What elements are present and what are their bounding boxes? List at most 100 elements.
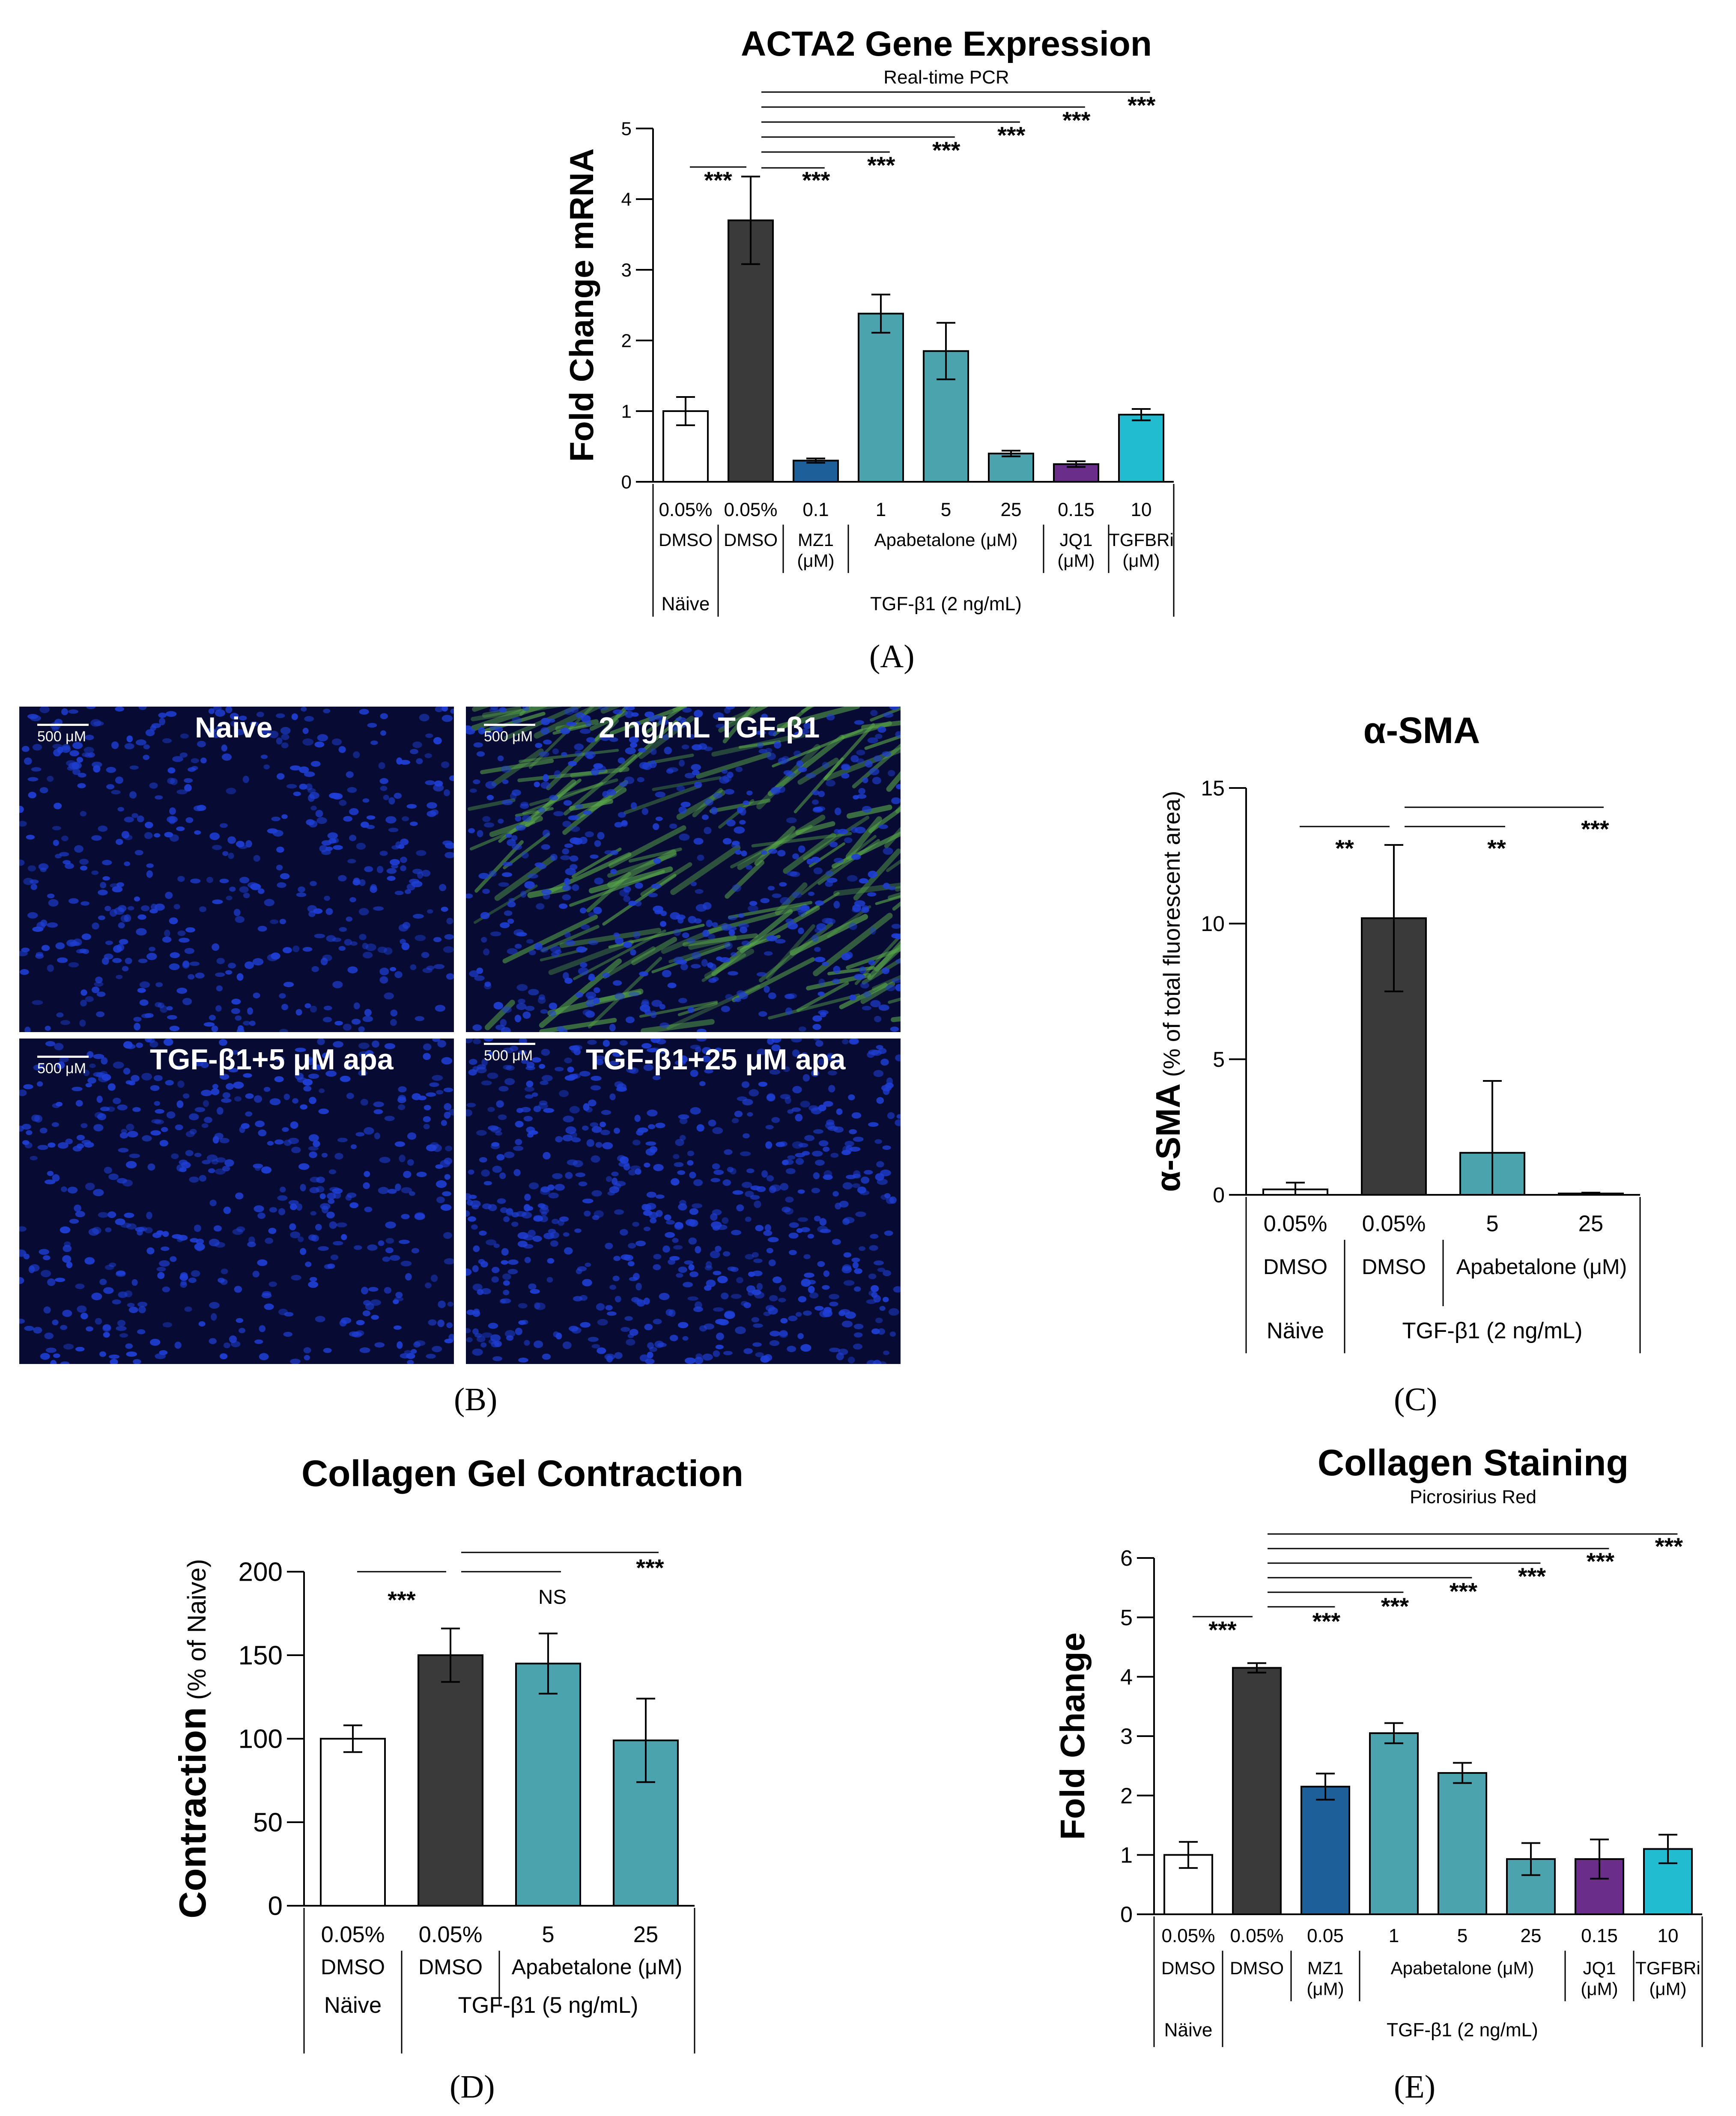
nucleus bbox=[597, 832, 605, 840]
significance-label: *** bbox=[802, 167, 830, 194]
nucleus bbox=[835, 1203, 841, 1210]
nucleus bbox=[482, 816, 491, 822]
nucleus bbox=[96, 1072, 106, 1078]
nucleus bbox=[200, 757, 207, 764]
nucleus bbox=[91, 1292, 102, 1301]
y-tick-label: 3 bbox=[1120, 1724, 1133, 1749]
nucleus bbox=[735, 850, 742, 855]
nucleus bbox=[245, 961, 254, 969]
nucleus bbox=[822, 761, 829, 768]
nucleus bbox=[499, 707, 507, 713]
group-label: DMSO bbox=[1161, 1958, 1215, 1978]
nucleus bbox=[822, 1285, 830, 1290]
nucleus bbox=[841, 773, 850, 779]
nucleus bbox=[125, 1080, 133, 1085]
nucleus bbox=[444, 934, 454, 940]
nucleus bbox=[42, 1255, 51, 1260]
nucleus bbox=[56, 1012, 64, 1018]
nucleus bbox=[800, 1227, 810, 1233]
nucleus bbox=[102, 860, 112, 866]
nucleus bbox=[466, 1310, 475, 1315]
nucleus bbox=[155, 795, 163, 800]
nucleus bbox=[239, 1126, 245, 1133]
actin-fiber bbox=[758, 922, 833, 982]
nucleus bbox=[179, 1159, 188, 1165]
nucleus bbox=[185, 927, 195, 933]
nucleus bbox=[466, 1210, 470, 1217]
nucleus bbox=[161, 1246, 170, 1251]
actin-fiber bbox=[783, 833, 836, 874]
group-label: Apabetalone (μM) bbox=[512, 1955, 682, 1979]
nucleus bbox=[446, 918, 453, 925]
nucleus bbox=[150, 1339, 161, 1346]
nucleus bbox=[490, 931, 501, 937]
nucleus bbox=[883, 847, 893, 855]
nucleus bbox=[625, 710, 634, 718]
nucleus bbox=[147, 1163, 155, 1171]
nucleus bbox=[180, 1272, 188, 1278]
nucleus bbox=[678, 1322, 689, 1328]
nucleus bbox=[849, 994, 856, 1001]
nucleus bbox=[596, 1059, 604, 1065]
nucleus bbox=[295, 1048, 306, 1052]
nucleus bbox=[680, 1135, 686, 1141]
nucleus bbox=[842, 1182, 853, 1190]
nucleus bbox=[792, 1086, 802, 1094]
nucleus bbox=[400, 760, 411, 765]
nucleus bbox=[591, 768, 599, 776]
nucleus bbox=[468, 1169, 474, 1175]
nucleus bbox=[264, 1303, 274, 1310]
nucleus bbox=[260, 728, 270, 734]
nucleus bbox=[585, 1000, 596, 1007]
actin-fiber bbox=[573, 929, 666, 980]
nucleus bbox=[868, 1049, 879, 1055]
nucleus bbox=[679, 1118, 688, 1125]
nucleus bbox=[169, 807, 176, 815]
significance-label: *** bbox=[1381, 1593, 1409, 1620]
nucleus bbox=[773, 1276, 782, 1283]
nucleus bbox=[623, 941, 632, 948]
nucleus bbox=[221, 1098, 232, 1103]
nucleus bbox=[624, 776, 635, 784]
nucleus bbox=[569, 855, 579, 862]
nucleus bbox=[483, 1181, 492, 1185]
nucleus bbox=[189, 1128, 197, 1134]
nucleus bbox=[647, 1109, 658, 1116]
nucleus bbox=[352, 1331, 362, 1338]
nucleus bbox=[800, 1101, 810, 1108]
nucleus bbox=[221, 1268, 228, 1274]
nucleus bbox=[295, 1009, 302, 1016]
nucleus bbox=[496, 1100, 504, 1108]
nucleus bbox=[485, 781, 497, 789]
nucleus bbox=[279, 919, 286, 925]
nucleus bbox=[424, 753, 432, 758]
nucleus bbox=[619, 1040, 628, 1046]
nucleus bbox=[640, 1004, 650, 1012]
actin-fiber bbox=[682, 933, 758, 947]
nucleus bbox=[300, 1184, 306, 1191]
nucleus bbox=[290, 1121, 298, 1129]
nucleus bbox=[137, 914, 146, 920]
nucleus bbox=[423, 1043, 432, 1051]
nucleus bbox=[789, 1222, 799, 1228]
nucleus bbox=[678, 998, 687, 1003]
nucleus bbox=[288, 1200, 299, 1206]
nucleus bbox=[653, 715, 663, 720]
nucleus bbox=[428, 1319, 437, 1326]
nucleus bbox=[811, 934, 819, 942]
nucleus bbox=[501, 765, 511, 773]
nucleus bbox=[315, 810, 323, 818]
actin-fiber bbox=[773, 707, 813, 737]
nucleus bbox=[555, 1136, 563, 1143]
nucleus bbox=[221, 753, 232, 761]
nucleus bbox=[522, 815, 532, 822]
nucleus bbox=[808, 892, 814, 896]
nucleus bbox=[524, 1256, 531, 1263]
nucleus bbox=[95, 976, 103, 983]
nucleus bbox=[704, 1069, 713, 1074]
nucleus bbox=[98, 915, 105, 920]
significance-label: *** bbox=[388, 1586, 416, 1613]
nucleus bbox=[338, 746, 346, 753]
nucleus bbox=[646, 1048, 658, 1053]
nucleus bbox=[128, 1307, 138, 1313]
